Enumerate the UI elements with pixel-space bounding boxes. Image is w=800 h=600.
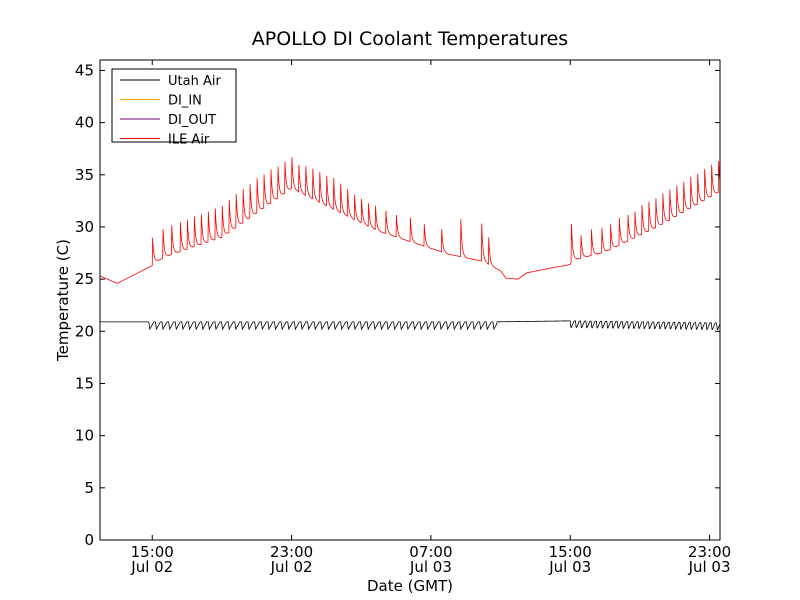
y-tick-label: 20 — [75, 322, 94, 340]
legend-label: DI_OUT — [168, 113, 216, 128]
legend-box — [111, 68, 237, 143]
x-tick-label-date: Jul 03 — [409, 558, 452, 576]
y-tick-label: 30 — [75, 218, 94, 236]
plot-frame — [99, 59, 721, 541]
x-tick-label-time: 07:00 — [409, 543, 452, 561]
legend-label: DI_IN — [168, 94, 202, 109]
legend-label: ILE Air — [168, 133, 210, 148]
x-tick-label-date: Jul 03 — [548, 558, 591, 576]
y-axis-label: Temperature (C) — [54, 239, 72, 362]
x-tick-label-date: Jul 02 — [270, 558, 313, 576]
legend-label: Utah Air — [168, 74, 221, 89]
y-tick-label: 10 — [75, 427, 94, 445]
y-tick-label: 40 — [75, 114, 94, 132]
y-tick-label: 0 — [84, 531, 94, 549]
x-axis-label: Date (GMT) — [367, 577, 453, 595]
y-tick-label: 15 — [75, 374, 94, 392]
y-tick-label: 5 — [84, 479, 94, 497]
x-tick-label-time: 15:00 — [131, 543, 174, 561]
x-tick-label-date: Jul 02 — [130, 558, 173, 576]
series-line-utah-air — [100, 320, 721, 331]
chart-title: APOLLO DI Coolant Temperatures — [252, 28, 568, 50]
x-tick-label-time: 15:00 — [549, 543, 592, 561]
y-tick-label: 45 — [75, 61, 94, 79]
y-tick-label: 25 — [75, 270, 94, 288]
x-tick-label-date: Jul 03 — [688, 558, 731, 576]
x-tick-label-time: 23:00 — [270, 543, 313, 561]
series-line-ile-air — [99, 157, 721, 284]
x-tick-label-time: 23:00 — [688, 543, 731, 561]
y-tick-label: 35 — [75, 166, 94, 184]
plot-area — [99, 157, 721, 331]
legend: Utah Air DI_IN DI_OUT ILE Air — [111, 68, 237, 148]
